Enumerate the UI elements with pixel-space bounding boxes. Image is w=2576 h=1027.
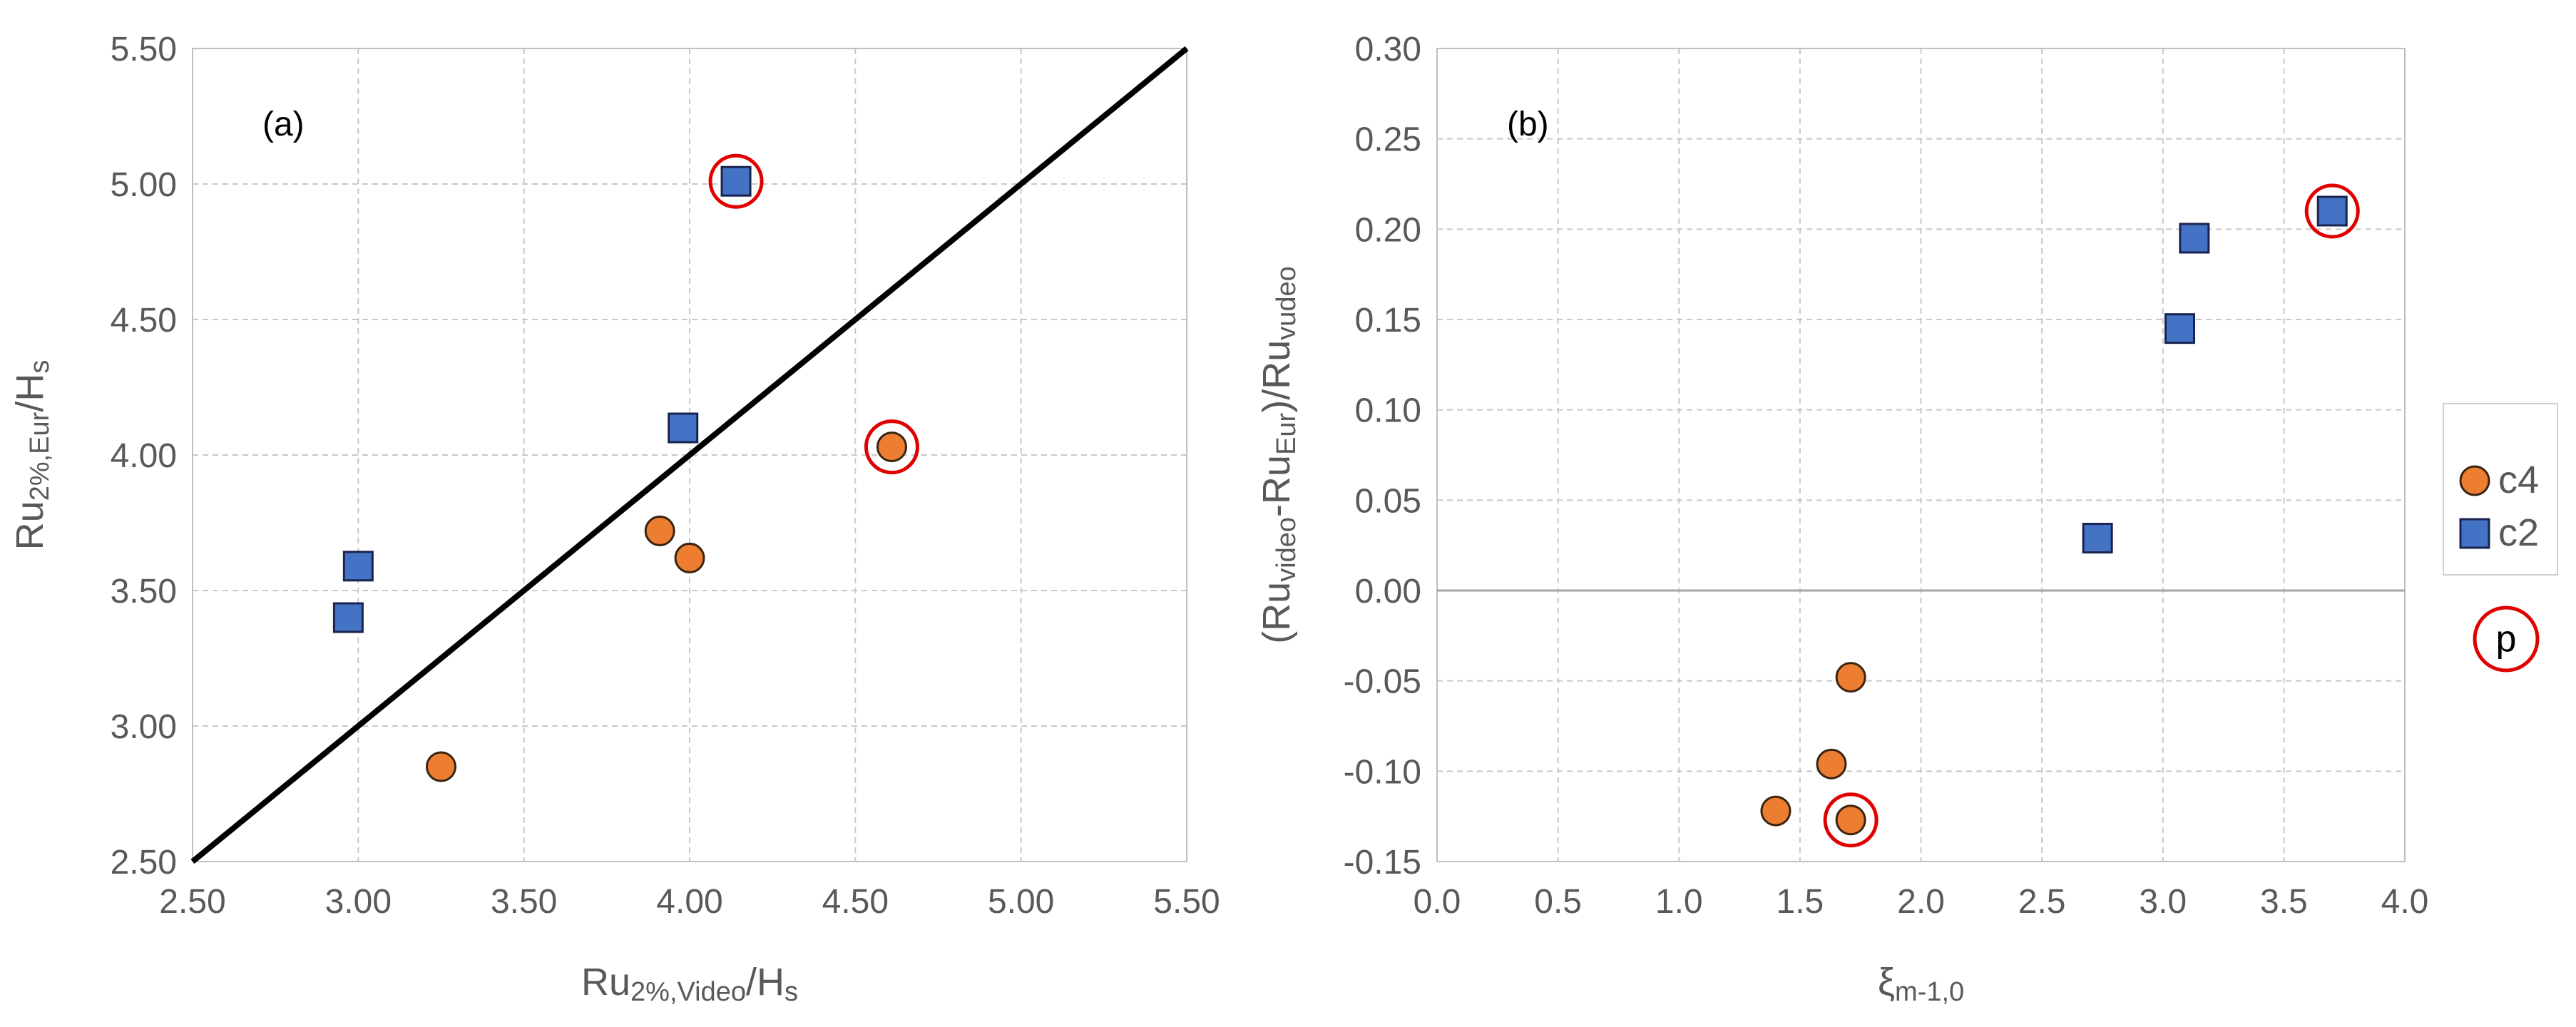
panel-a-x-axis-title-tail: /H [746, 961, 784, 1003]
legend-label-p: p [2496, 618, 2517, 660]
panel-b-point-p [1823, 792, 1879, 848]
panel-b-x-axis-title-sub: m-1,0 [1895, 977, 1964, 1007]
panel-b-y-axis-title-part-2: video [1272, 517, 1302, 582]
panel-a-x-tick-label: 5.00 [988, 883, 1054, 921]
panel-a-point-c2 [342, 551, 374, 582]
panel-b-data-marks [1760, 183, 2360, 848]
panel-b-chart: 0.0 0.5 1.0 1.5 2.0 2.5 3.0 3.5 4.0 -0.15 -0.10 -0.… [1255, 31, 2428, 1007]
panel-b-point-c4 [1816, 748, 1847, 780]
panel-b-y-tick-label: -0.10 [1344, 753, 1421, 791]
panel-b-y-tick-label: 0.00 [1355, 573, 1421, 610]
legend: c4 c2 p [2443, 403, 2558, 673]
panel-a-y-axis-title-tail-sub: s [25, 360, 55, 374]
panel-b-x-tick-label: 1.0 [1655, 883, 1703, 921]
panel-a-x-axis-title-tail-sub: s [784, 977, 798, 1007]
panel-b-x-tick-label: 1.5 [1777, 883, 1824, 921]
panel-a-x-axis-title-main: Ru [581, 961, 630, 1003]
panel-a-point-p [708, 153, 764, 209]
panel-b-y-axis-title-part-5: )/Ru [1255, 340, 1298, 413]
panel-a-chart: 2.50 3.00 3.50 4.00 4.50 5.00 5.50 2.50 3.00 3.50… [9, 31, 1220, 1007]
panel-a-reference-line-group [190, 46, 1189, 864]
panel-a-x-tick-label: 3.50 [491, 883, 557, 921]
panel-a-x-tick-label: 3.00 [325, 883, 392, 921]
panel-b-y-tick-label: 0.10 [1355, 392, 1421, 430]
panel-a-point-c4 [876, 431, 907, 463]
panel-b-point-c4 [1835, 662, 1866, 693]
panel-a-y-tick-label: 5.50 [111, 31, 177, 68]
legend-label-c4: c4 [2498, 459, 2539, 501]
panel-b-point-c2 [2316, 195, 2348, 227]
panel-b-y-axis-title-part-6: vudeo [1272, 266, 1302, 340]
panel-b-point-c2 [2164, 313, 2195, 344]
panel-a-x-tick-label: 2.50 [159, 883, 225, 921]
panel-a-label: (a) [262, 106, 305, 143]
panel-a-x-tick-label: 4.50 [822, 883, 889, 921]
panel-b-y-tick-label: -0.05 [1344, 663, 1421, 701]
panel-b-x-tick-label: 3.5 [2260, 883, 2308, 921]
panel-a-y-tick-label: 2.50 [111, 844, 177, 882]
panel-a-x-axis-title: Ru2%,Video/Hs [581, 961, 798, 1007]
panel-b-y-axis-title-part-3: -Ru [1255, 455, 1298, 517]
legend-marker-c2 [2459, 518, 2490, 549]
panel-b-x-tick-label: 2.5 [2018, 883, 2066, 921]
panel-a-data-marks [332, 153, 919, 782]
panel-b-point-c4 [1760, 795, 1792, 827]
panel-a-point-p [864, 419, 919, 475]
panel-a-reference-line [190, 46, 1189, 864]
panel-a-y-tick-label: 5.00 [111, 166, 177, 204]
legend-label-c2: c2 [2498, 511, 2539, 554]
panel-b-y-tick-label: 0.30 [1355, 31, 1421, 68]
panel-a-point-c2 [332, 602, 364, 633]
panel-a-y-axis-title-sub: 2%,Eur [25, 412, 55, 501]
panel-b-point-c2 [2082, 523, 2113, 554]
panel-a-y-tick-label: 4.00 [111, 437, 177, 475]
panel-b-y-axis-title-part-4: Eur [1272, 412, 1302, 454]
panel-a-point-c4 [644, 515, 675, 546]
panel-a-y-axis-title: Ru2%,Eur/Hs [9, 360, 55, 551]
panel-b-y-tick-label: 0.25 [1355, 121, 1421, 159]
panel-a-y-axis-title-main: Ru [9, 501, 51, 550]
panel-b-point-c2 [2179, 223, 2210, 254]
legend-marker-p [2473, 606, 2540, 673]
legend-items: c4 c2 p [2459, 459, 2540, 673]
panel-b-y-tick-label: 0.20 [1355, 211, 1421, 249]
panel-b-x-axis-title-main: ξ [1878, 961, 1895, 1003]
panel-b-x-axis-title: ξm-1,0 [1878, 961, 1964, 1007]
panel-a-point-c2 [720, 165, 752, 197]
panel-b-point-c4 [1835, 804, 1866, 836]
panel-b-tick-labels: 0.0 0.5 1.0 1.5 2.0 2.5 3.0 3.5 4.0 -0.15 -0.10 -0.… [1344, 31, 2429, 921]
panel-b-y-tick-label: 0.05 [1355, 482, 1421, 520]
panel-b-plot-frame [1436, 48, 2406, 862]
panel-a-x-tick-label: 4.00 [656, 883, 722, 921]
panel-b-y-tick-label: 0.15 [1355, 302, 1421, 339]
panel-a-y-tick-label: 3.50 [111, 573, 177, 610]
panel-a-x-axis-title-sub: 2%,Video [630, 977, 746, 1007]
panel-b-x-tick-label: 4.0 [2381, 883, 2429, 921]
legend-marker-c4 [2459, 465, 2490, 496]
panel-a-point-c4 [674, 542, 705, 573]
panel-b-x-tick-label: 0.0 [1414, 883, 1461, 921]
panel-b-y-tick-label: -0.15 [1344, 844, 1421, 882]
panel-a-y-axis-title-tail: /H [9, 374, 51, 412]
panel-b-y-axis-title: (Ruvideo-RuEur)/Ruvudeo [1255, 266, 1302, 644]
panel-a-y-tick-label: 3.00 [111, 708, 177, 746]
panel-b-x-tick-label: 2.0 [1897, 883, 1945, 921]
panel-b-point-p [2304, 183, 2360, 239]
panel-a-point-c2 [668, 412, 699, 444]
panel-b-x-tick-label: 0.5 [1534, 883, 1582, 921]
panel-a-tick-labels: 2.50 3.00 3.50 4.00 4.50 5.00 5.50 2.50 3.00 3.50… [111, 31, 1220, 921]
panel-a-y-tick-label: 4.50 [111, 302, 177, 339]
panel-a-x-tick-label: 5.50 [1153, 883, 1220, 921]
panel-b-x-tick-label: 3.0 [2139, 883, 2187, 921]
panel-b-label: (b) [1507, 106, 1549, 143]
panel-b-y-axis-title-part-1: (Ru [1255, 582, 1298, 644]
panel-a-plot-frame [192, 48, 1187, 862]
panel-a-point-c4 [426, 751, 456, 782]
